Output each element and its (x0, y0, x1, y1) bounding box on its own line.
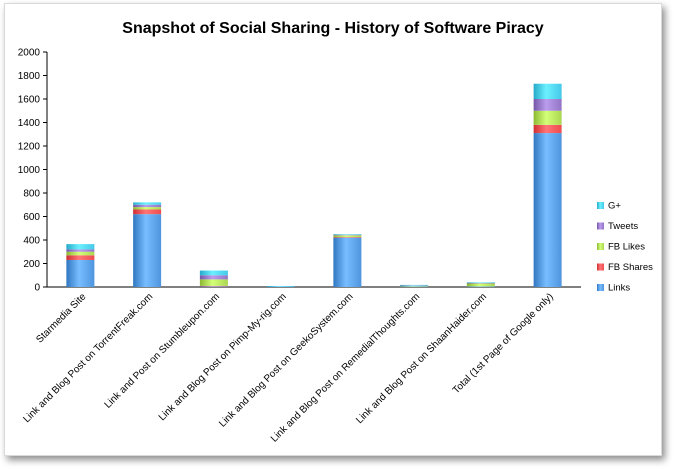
category-label: Starmedia Site (34, 291, 88, 345)
bar-segment-g- (333, 234, 362, 235)
y-tick-label: 600 (23, 212, 40, 223)
bar-segment-fb-likes (466, 283, 495, 287)
legend-label: FB Shares (608, 262, 653, 273)
bar-segment-tweets (66, 249, 95, 252)
bar-segment-links (199, 286, 228, 288)
bar-segment-fb-likes (199, 279, 228, 286)
bar-segment-fb-likes (400, 285, 429, 287)
y-tick-label: 400 (23, 236, 40, 247)
chart-title: Snapshot of Social Sharing - History of … (122, 20, 544, 37)
legend-label: FB Likes (608, 242, 645, 253)
legend-swatch (597, 222, 604, 230)
bar-segment-g- (266, 286, 295, 287)
bar-segment-links (133, 214, 162, 287)
category-label: Link and Post on Stumbleupon.com (103, 291, 222, 410)
category-label: Link and Blog Post on RemedialThoughts.c… (269, 291, 422, 444)
bar-segment-links (533, 133, 562, 287)
bar-segment-fb-likes (133, 207, 162, 210)
bar-segment-links (333, 237, 362, 287)
y-tick-label: 200 (23, 259, 40, 270)
bar-segment-fb-shares (133, 209, 162, 215)
legend-label: G+ (608, 201, 621, 212)
y-axis-ticks: 0 200 400 600 800 1000 1200 1400 1600 1800 2000 (18, 48, 47, 294)
bar-segment-fb-shares (199, 285, 228, 287)
bar-segment-links (400, 286, 429, 288)
bar-segment-tweets (466, 282, 495, 284)
stacked-bar-chart: Snapshot of Social Sharing - History of … (18, 20, 653, 445)
bar-segment-fb-likes (333, 235, 362, 238)
bar-segment-tweets (199, 275, 228, 280)
bar-segment-fb-shares (333, 237, 362, 238)
bar-segment-fb-shares (66, 255, 95, 260)
y-tick-label: 2000 (18, 48, 41, 59)
y-tick-label: 1200 (18, 142, 41, 153)
bar-segment-tweets (133, 204, 162, 208)
bar-segment-fb-shares (533, 124, 562, 134)
bar-segment-tweets (333, 234, 362, 236)
legend-swatch (597, 284, 604, 291)
y-tick-label: 1400 (18, 118, 41, 129)
legend-swatch (597, 263, 604, 271)
bar-segment-g- (400, 284, 429, 286)
bar-segment-g- (133, 202, 162, 205)
y-tick-label: 1600 (18, 95, 41, 106)
bar-segment-links (266, 286, 295, 288)
category-label: Link and Blog Post on ShaanHaider.com (354, 291, 489, 426)
legend-label: Links (608, 283, 630, 294)
y-tick-label: 800 (23, 189, 40, 200)
chart-frame: Snapshot of Social Sharing - History of … (4, 3, 662, 456)
bar-segment-fb-likes (66, 251, 95, 256)
bar-segment-g- (533, 83, 562, 99)
bars-group (66, 83, 562, 288)
bar-segment-g- (466, 282, 495, 283)
bar-segment-tweets (400, 285, 429, 286)
bar-segment-g- (66, 244, 95, 250)
legend: G+ Tweets FB Likes FB Shares Links (597, 201, 653, 294)
category-label: Link and Blog Post on GeekoSystem.com (217, 291, 355, 429)
bar-segment-links (66, 259, 95, 287)
category-label: Link and Blog Post on TorrentFreak.com (21, 291, 155, 425)
y-tick-label: 1800 (18, 71, 41, 82)
bar-segment-tweets (533, 99, 562, 111)
y-tick-label: 0 (34, 283, 40, 294)
category-label: Link and Blog Post on Pimp-My-rig.com (157, 291, 289, 423)
y-tick-label: 1000 (18, 165, 41, 176)
bar-segment-fb-likes (533, 110, 562, 125)
legend-label: Tweets (608, 221, 638, 232)
bar-segment-links (466, 286, 495, 288)
legend-swatch (597, 202, 604, 209)
legend-swatch (597, 243, 604, 250)
bar-segment-g- (199, 270, 228, 276)
